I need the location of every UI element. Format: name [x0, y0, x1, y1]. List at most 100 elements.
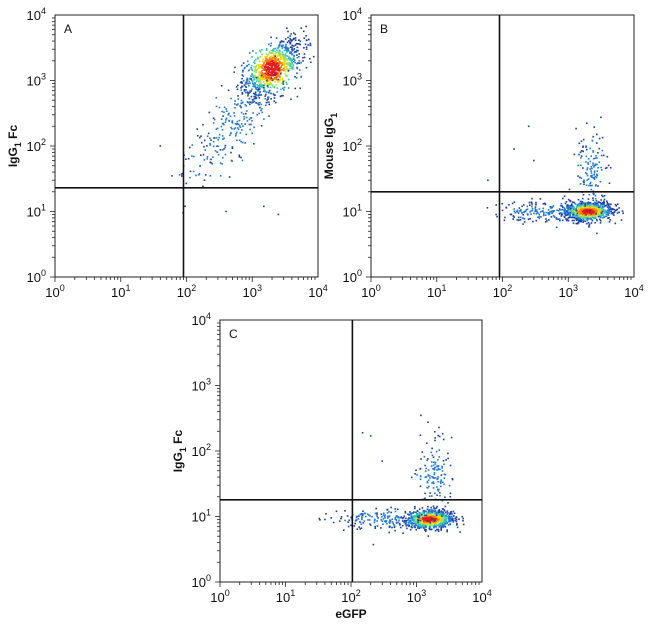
event-dot [287, 69, 290, 72]
event-dot [591, 139, 594, 142]
event-dot [434, 477, 437, 479]
event-dot [274, 74, 276, 76]
event-dot [577, 175, 579, 177]
event-dot [410, 516, 413, 519]
event-dot [353, 525, 356, 527]
event-dot [237, 98, 239, 100]
event-dot [590, 209, 593, 211]
event-dot [255, 66, 257, 68]
event-dot [286, 58, 289, 61]
event-dot [578, 153, 580, 156]
event-dot [283, 58, 286, 61]
event-dot [578, 207, 581, 210]
event-dot [282, 81, 285, 83]
event-dot [608, 212, 610, 214]
event-dot [434, 525, 436, 528]
event-dot [357, 518, 360, 520]
event-dot [432, 481, 435, 483]
event-dot [431, 517, 434, 520]
event-dot [295, 51, 298, 53]
event-dot [531, 197, 533, 200]
event-dot [292, 58, 295, 60]
event-dot [410, 526, 413, 528]
event-dot [267, 60, 269, 63]
event-dot [439, 522, 442, 525]
event-dot [291, 50, 294, 52]
event-dot [268, 51, 271, 53]
event-dot [574, 214, 577, 217]
event-dot [274, 47, 276, 50]
event-dot [256, 84, 258, 86]
event-dot [534, 206, 537, 208]
event-dot [391, 521, 394, 523]
event-dot [530, 201, 533, 203]
event-dot [199, 165, 201, 167]
event-dot [438, 517, 440, 519]
event-dot [257, 79, 259, 81]
event-dot [421, 518, 424, 520]
event-dot [280, 88, 282, 91]
event-dot [419, 478, 422, 480]
event-dot [598, 161, 601, 163]
event-dot [272, 49, 275, 52]
event-dot [462, 523, 465, 526]
event-dot [303, 53, 306, 55]
event-dot [586, 219, 589, 222]
event-dot [273, 57, 276, 59]
event-dot [509, 213, 512, 216]
event-dot [218, 106, 221, 109]
event-dot [526, 205, 529, 208]
event-dot [262, 63, 265, 66]
event-dot [271, 64, 274, 66]
event-dot [486, 207, 489, 209]
event-dot [295, 49, 298, 52]
event-dot [595, 213, 597, 215]
event-dot [563, 207, 566, 209]
event-dot [244, 85, 247, 88]
event-dot [281, 47, 283, 50]
event-dot [613, 208, 616, 211]
event-dot [372, 543, 375, 546]
event-dot [219, 162, 222, 164]
event-dot [259, 84, 261, 87]
event-dot [565, 218, 567, 220]
event-dot [297, 62, 299, 64]
event-dot [274, 72, 276, 75]
event-dot [426, 459, 428, 462]
event-dot [252, 75, 255, 78]
event-dot [544, 221, 547, 223]
event-dot [236, 104, 238, 106]
event-dot [589, 204, 591, 207]
event-dot [250, 77, 252, 80]
event-dot [271, 67, 274, 69]
event-dot [279, 55, 282, 57]
event-dot [250, 79, 253, 82]
event-dot [449, 464, 452, 467]
event-dot [231, 146, 234, 148]
event-dot [373, 521, 376, 524]
event-dot [268, 103, 270, 106]
event-dot [189, 176, 191, 179]
event-dot [427, 505, 429, 508]
event-dot [439, 517, 442, 519]
event-dot [596, 142, 598, 144]
event-dot [586, 148, 588, 151]
event-dot [256, 80, 258, 83]
event-dot [235, 86, 238, 88]
event-dot [249, 52, 251, 54]
event-dot [410, 476, 413, 479]
event-dot [433, 468, 435, 470]
event-dot [282, 55, 285, 57]
y-tick-label: 100 [192, 573, 211, 590]
event-dot [600, 166, 602, 169]
event-dot [394, 516, 397, 519]
event-dot [241, 129, 243, 131]
event-dot [269, 77, 271, 80]
event-dot [254, 96, 257, 98]
event-dot [251, 80, 254, 82]
event-dot [237, 123, 240, 126]
event-dot [433, 473, 436, 476]
event-dot [584, 214, 587, 217]
event-dot [521, 205, 523, 208]
event-dot [203, 139, 206, 142]
